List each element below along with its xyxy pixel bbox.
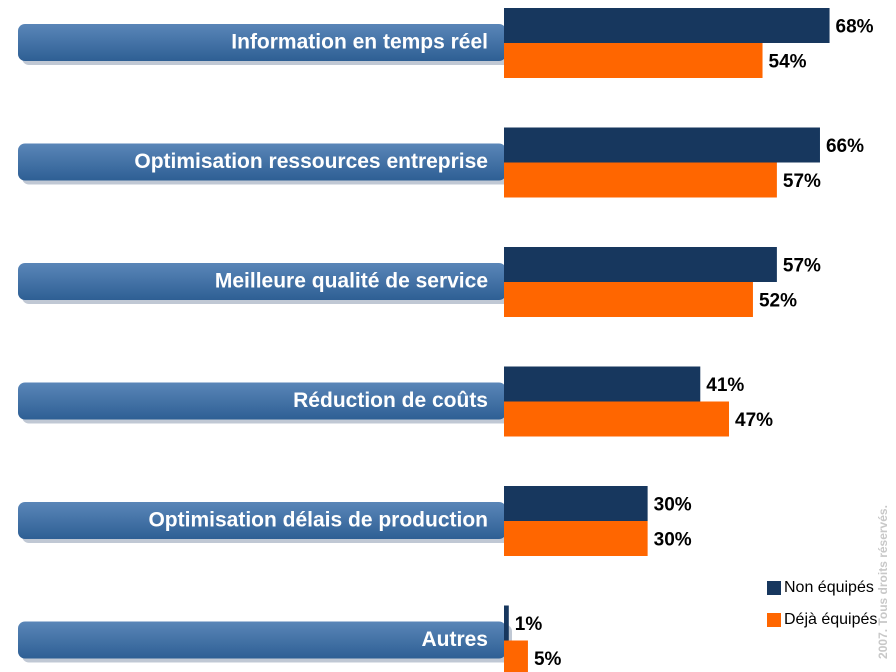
bar (504, 366, 701, 402)
value-label: 66% (826, 136, 864, 157)
value-label: 1% (515, 614, 543, 635)
value-label: 41% (706, 375, 744, 396)
value-label: 52% (759, 291, 797, 312)
value-label: 57% (783, 256, 821, 277)
legend-swatch (767, 581, 781, 595)
value-label: 30% (654, 530, 692, 551)
bar (504, 282, 753, 317)
value-label: 47% (735, 410, 773, 431)
legend-label: Non équipés (784, 579, 874, 596)
value-label: 57% (783, 171, 821, 192)
bar (504, 401, 730, 437)
bar (504, 43, 763, 78)
value-label: 54% (769, 52, 807, 73)
label-box (18, 263, 506, 300)
label-box (18, 24, 506, 61)
category-label: Meilleure qualité de service (215, 270, 488, 293)
legend-swatch (767, 613, 781, 627)
bar (504, 247, 777, 282)
label-box (18, 382, 506, 420)
bar (504, 486, 648, 521)
category-label: Optimisation ressources entreprise (134, 150, 488, 173)
value-label: 5% (534, 649, 562, 670)
category-label: Réduction de coûts (293, 389, 488, 412)
label-box (18, 143, 506, 181)
copyright: 2007. Tous droits réservés. (876, 505, 890, 659)
bar (504, 640, 528, 672)
value-label: 68% (836, 17, 874, 38)
legend-label: Déjà équipés (784, 611, 877, 628)
label-box (18, 502, 506, 539)
bar (504, 8, 830, 43)
label-box (18, 621, 506, 659)
bar (504, 127, 820, 163)
bar (504, 605, 509, 641)
category-label: Optimisation délais de production (148, 509, 488, 532)
category-label: Autres (421, 628, 488, 651)
value-label: 30% (654, 495, 692, 516)
bar (504, 521, 648, 556)
category-label: Information en temps réel (231, 31, 488, 54)
bar (504, 162, 777, 198)
